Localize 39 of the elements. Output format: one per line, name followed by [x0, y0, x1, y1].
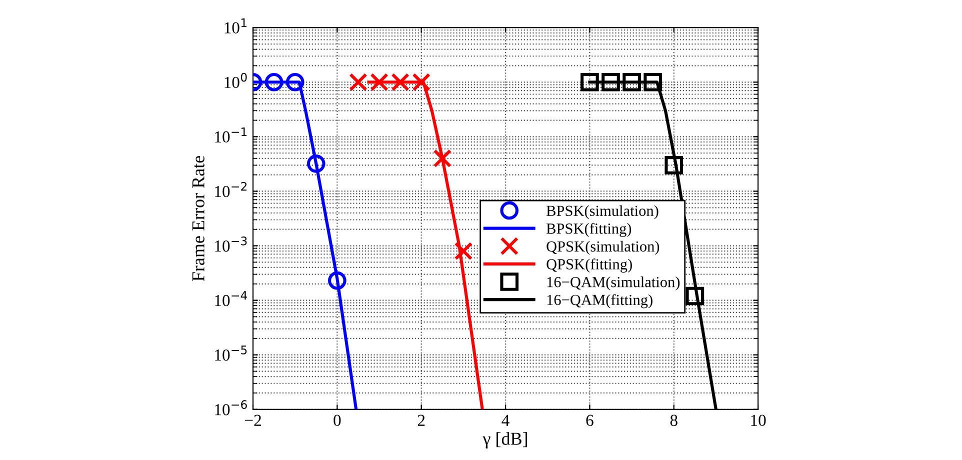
x-tick-label: 2	[418, 414, 425, 426]
x-tick-label: 0	[334, 414, 341, 426]
y-tick-label: 10$^{1}$	[224, 18, 246, 34]
point	[370, 72, 388, 92]
legend-label: BPSK(simulation)	[546, 205, 658, 220]
x-tick-label: 4	[502, 414, 510, 426]
y-tick-label: 10$^{0}$	[224, 72, 247, 88]
point	[412, 72, 431, 92]
legend-label: BPSK(fitting)	[546, 222, 632, 237]
legend-label: 16−QAM(simulation)	[547, 276, 680, 290]
x-tick-label: 6	[586, 414, 594, 426]
point	[306, 154, 326, 173]
point	[349, 72, 368, 92]
point	[622, 72, 641, 92]
point	[264, 72, 284, 92]
point	[286, 72, 304, 92]
point	[391, 72, 410, 92]
y-tick-label: 10$^{−1}$	[215, 127, 247, 143]
y-tick-label: 10$^{−2}$	[215, 182, 246, 198]
point	[602, 72, 620, 92]
x-axis-title: γ [dB]	[482, 432, 527, 449]
legend-label: 16−QAM(fitting)	[547, 294, 652, 308]
y-tick-label: 10$^{−5}$	[215, 346, 247, 361]
x-tick-label: 8	[670, 414, 678, 426]
y-tick-label: 10$^{−3}$	[215, 236, 247, 252]
point	[686, 286, 704, 306]
point	[644, 72, 662, 92]
y-axis-title: Frame Error Rate	[192, 156, 204, 282]
x-tick-label: 10	[751, 414, 766, 426]
legend-label: QPSK(fitting)	[546, 258, 632, 273]
point	[580, 72, 599, 92]
y-tick-label: 10$^{−4}$	[215, 291, 248, 306]
point	[433, 149, 452, 168]
y-tick-label: 10$^{−6}$	[215, 400, 247, 416]
legend-label: QPSK(simulation)	[546, 240, 660, 255]
point	[454, 242, 473, 260]
x-tick-label: −2	[244, 414, 261, 426]
point	[664, 156, 684, 174]
point	[328, 271, 346, 290]
